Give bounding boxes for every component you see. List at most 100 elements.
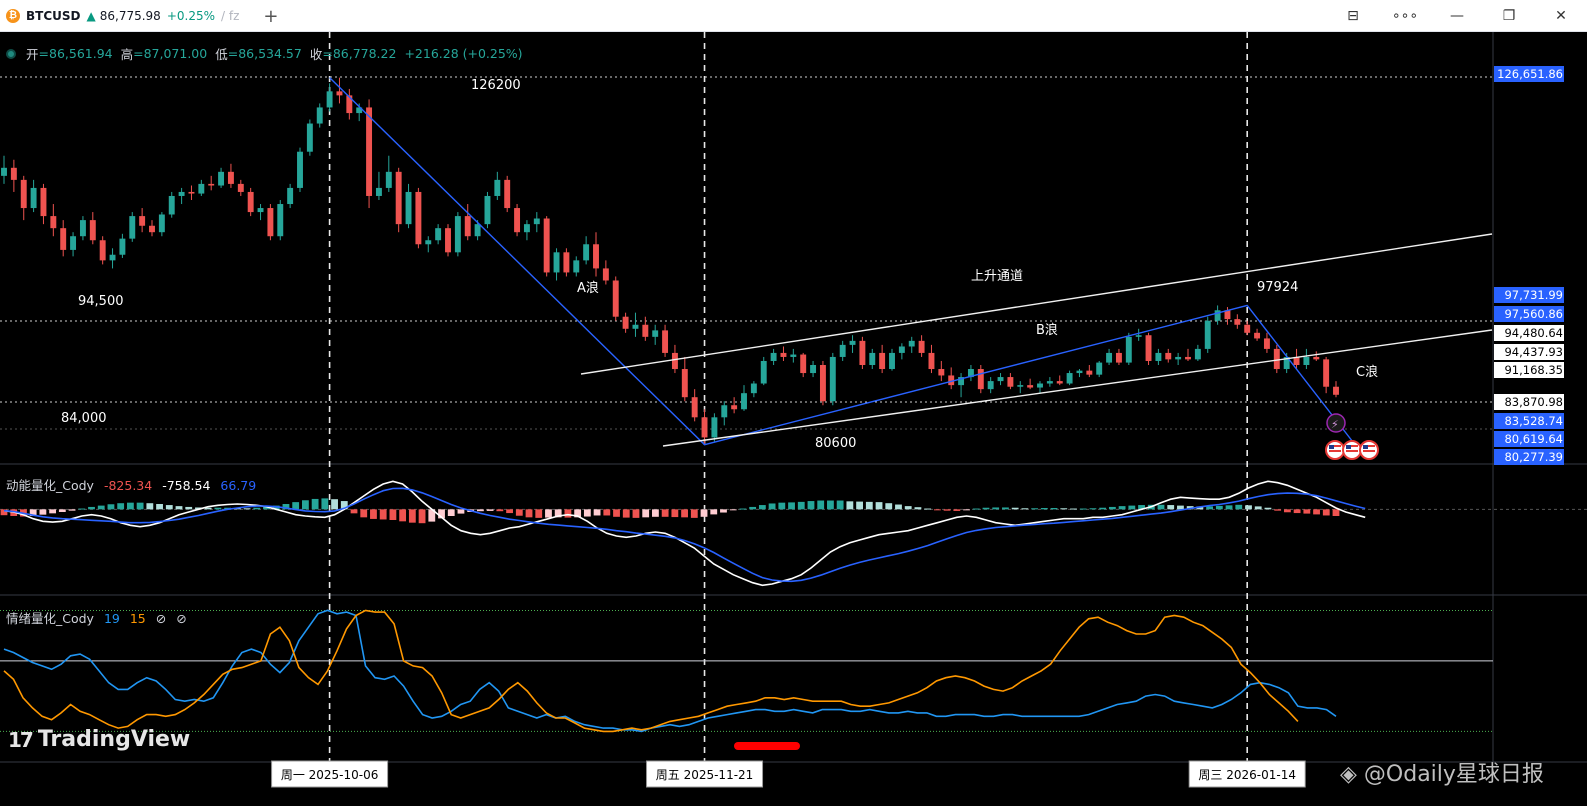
candle-body (1283, 356, 1290, 370)
chart-canvas[interactable]: 126,651.86 97,731.99 97,560.86 94,480.64 94,… (0, 32, 1587, 806)
candle-body (139, 216, 146, 226)
minimize-icon[interactable]: — (1450, 8, 1464, 24)
change-value: +216.28 (+0.25%) (404, 46, 523, 61)
candle-body (188, 191, 195, 194)
price-label: 94,437.93 (1494, 344, 1564, 360)
symbol-tab[interactable]: ₿ BTCUSD ▲ 86,775.98 +0.25% / fz + (0, 0, 278, 32)
momentum-bar (428, 509, 436, 522)
momentum-bar (1011, 507, 1019, 510)
momentum-bar (836, 500, 844, 510)
momentum-bar (564, 509, 572, 518)
tradingview-logo[interactable]: 17 TradingView (8, 727, 190, 752)
momentum-bar (943, 509, 951, 511)
momentum-bar (438, 509, 445, 519)
candle-body (602, 268, 609, 281)
candle-body (257, 208, 264, 213)
momentum-bar (0, 509, 8, 516)
candle-body (464, 216, 471, 237)
us-flag-icon[interactable] (1359, 440, 1379, 460)
window-controls: ⊟ ∘∘∘ — ❐ ✕ (1327, 0, 1587, 32)
momentum-bar (895, 504, 902, 510)
candle-body (20, 179, 27, 209)
annotation-wave-a: A浪 (577, 281, 599, 296)
annotation-high2: 97924 (1257, 280, 1298, 295)
candle-body (780, 352, 787, 357)
hidden-input-icon[interactable]: ⊘ (155, 611, 167, 626)
candle-body (1076, 370, 1083, 374)
momentum-bar (1089, 508, 1097, 510)
momentum-bar (671, 509, 679, 518)
candle-body (1333, 386, 1339, 395)
candle-body (859, 340, 866, 365)
candle-body (119, 238, 126, 255)
momentum-bar (1070, 508, 1077, 510)
candle-body (1086, 370, 1093, 375)
momentum-bar (603, 509, 611, 516)
candle-body (632, 324, 639, 329)
momentum-bar (340, 501, 348, 510)
price-label: 94,480.64 (1494, 325, 1564, 341)
symbol-status-icon[interactable] (6, 48, 16, 59)
hidden-input-icon[interactable]: ⊘ (176, 611, 187, 626)
candle-body (849, 340, 856, 345)
momentum-bar (982, 507, 990, 510)
momentum-bar (107, 504, 115, 510)
indicator2-legend[interactable]: 情绪量化_Cody 19 15 ⊘ ⊘ (6, 608, 193, 627)
annotation-peak: 126200 (471, 78, 521, 93)
candle-body (1155, 352, 1162, 361)
momentum-bar (1099, 507, 1107, 510)
price-label-bg (1494, 449, 1564, 465)
candle-body (800, 354, 807, 374)
momentum-bar (827, 500, 834, 510)
lightning-icon[interactable]: ⚡ (1326, 413, 1346, 433)
more-icon[interactable]: ∘∘∘ (1391, 8, 1419, 24)
candle-body (1115, 352, 1122, 363)
us-flag-icon[interactable] (1325, 440, 1345, 460)
candle-body (227, 171, 234, 184)
restore-icon[interactable]: ❐ (1502, 8, 1516, 24)
momentum-bar (1196, 506, 1204, 510)
candle-body (494, 179, 501, 196)
candle-body (681, 369, 688, 398)
candle-body (839, 344, 846, 357)
price-label: 97,731.99 (1494, 287, 1564, 303)
channel-lower-line (662, 329, 1493, 447)
momentum-bar (68, 509, 76, 511)
low-label: 低 (215, 47, 228, 62)
candle-body (1046, 381, 1053, 384)
candle-body (474, 224, 481, 237)
candle-body (819, 365, 826, 402)
us-flag-icon[interactable] (1342, 440, 1362, 460)
candle-body (149, 225, 155, 233)
indicator1-legend[interactable]: 动能量化_Cody -825.34 -758.54 66.79 (6, 475, 262, 494)
momentum-bar (408, 509, 416, 523)
momentum-bar (185, 506, 193, 510)
candle-body (553, 252, 560, 273)
layout-icon[interactable]: ⊟ (1347, 8, 1359, 24)
date-label: 周五 2025-11-21 (646, 760, 764, 788)
high-value: =87,071.00 (133, 46, 208, 61)
candle-body (346, 95, 353, 114)
candle-body (731, 405, 738, 410)
new-tab-button[interactable]: + (263, 5, 279, 27)
price-label: 83,528.74 (1494, 413, 1564, 429)
candle-body (168, 195, 175, 215)
candle-body (918, 340, 925, 353)
indicator2-value1: 19 (103, 611, 120, 626)
momentum-bar (486, 509, 494, 511)
momentum-bar (545, 509, 552, 518)
momentum-bar (379, 509, 387, 520)
candle-body (306, 123, 313, 152)
momentum-bar (1002, 507, 1009, 510)
momentum-bar (515, 509, 523, 516)
candle-body (326, 91, 333, 108)
momentum-bar (156, 504, 163, 510)
candle-body (869, 352, 876, 365)
date-label-bg (271, 760, 389, 788)
candle-body (10, 167, 17, 180)
candle-body (198, 183, 205, 194)
momentum-bar (389, 509, 397, 520)
momentum-bar (593, 509, 601, 516)
sentiment-orange-line (3, 609, 1299, 733)
close-icon[interactable]: ✕ (1555, 8, 1567, 24)
